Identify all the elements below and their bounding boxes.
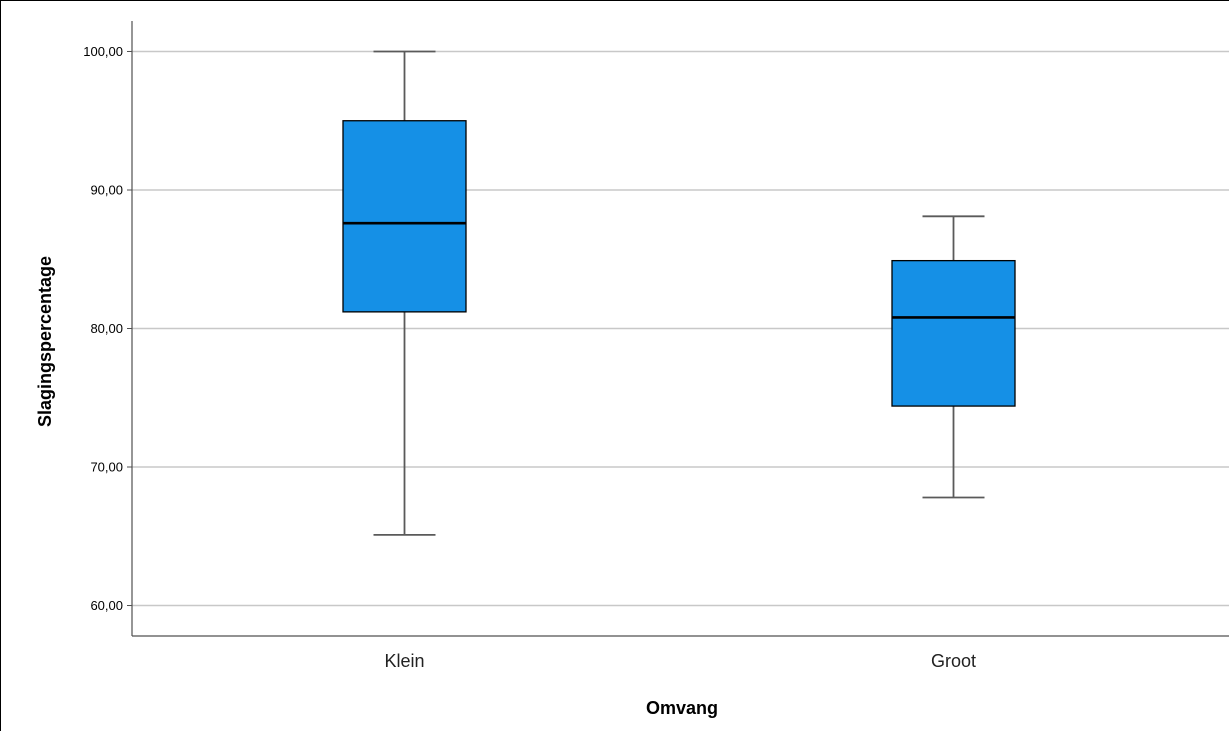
- y-axis-ticks: 60,00 70,00 80,00 90,00 100,00: [83, 44, 132, 613]
- box-group-groot: [891, 215, 1016, 499]
- y-tick-label: 70,00: [90, 460, 123, 475]
- x-axis-title: Omvang: [646, 698, 718, 718]
- iqr-box: [891, 259, 1016, 407]
- y-tick-label: 60,00: [90, 598, 123, 613]
- box-group-klein: [342, 50, 467, 536]
- gridlines: [132, 50, 1229, 607]
- boxes: [342, 50, 1016, 536]
- x-category-label: Groot: [931, 651, 976, 671]
- y-tick-label: 100,00: [83, 44, 123, 59]
- axes: [131, 21, 1229, 637]
- x-axis-categories: Klein Groot: [384, 651, 976, 671]
- y-tick-label: 90,00: [90, 182, 123, 197]
- x-category-label: Klein: [384, 651, 424, 671]
- iqr-box: [342, 120, 467, 313]
- y-tick-label: 80,00: [90, 321, 123, 336]
- y-axis-title: Slagingspercentage: [35, 256, 55, 427]
